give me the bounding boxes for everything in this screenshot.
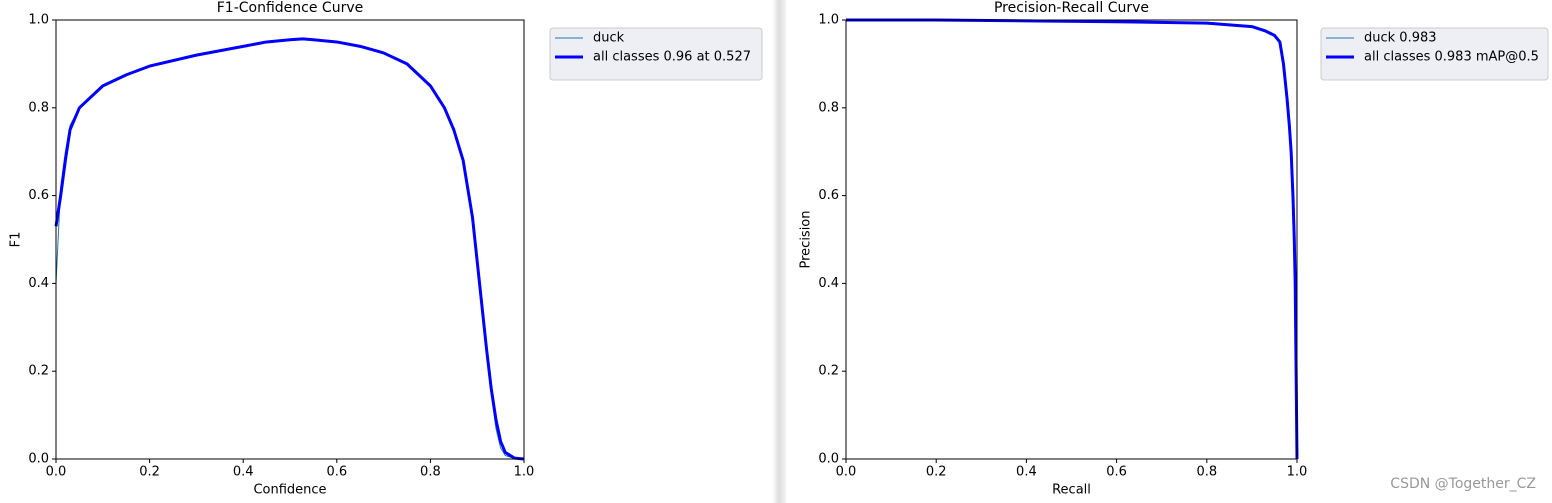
x-tick-label: 0.4 xyxy=(233,465,254,480)
legend-label: all classes 0.983 mAP@0.5 xyxy=(1364,50,1539,65)
x-tick-label: 0.8 xyxy=(420,465,441,480)
x-tick-label: 0.0 xyxy=(836,465,857,480)
y-tick-label: 0.6 xyxy=(818,188,839,203)
x-tick-label: 0.4 xyxy=(1016,465,1037,480)
x-tick-label: 0.0 xyxy=(46,465,67,480)
y-tick-label: 0.0 xyxy=(818,452,839,467)
legend-label: duck 0.983 xyxy=(1364,31,1437,46)
legend-box xyxy=(1320,27,1549,81)
y-tick-label: 1.0 xyxy=(818,13,839,28)
plot-frame xyxy=(845,19,1298,460)
y-axis-label: Precision xyxy=(799,210,814,268)
y-tick-label: 0.0 xyxy=(28,452,49,467)
legend: duck all classes 0.96 at 0.527 xyxy=(549,27,763,81)
x-tick-label: 1.0 xyxy=(514,465,535,480)
series-line xyxy=(846,19,1298,460)
y-tick-label: 0.8 xyxy=(818,100,839,115)
x-tick-label: 0.2 xyxy=(926,465,947,480)
chart-title: F1-Confidence Curve xyxy=(217,0,363,16)
y-tick-label: 0.2 xyxy=(28,364,49,379)
legend-label: all classes 0.96 at 0.527 xyxy=(593,50,751,65)
y-axis-label: F1 xyxy=(9,232,24,248)
chart-title: Precision-Recall Curve xyxy=(994,0,1149,16)
x-tick-label: 1.0 xyxy=(1287,465,1308,480)
y-tick-label: 0.4 xyxy=(28,276,49,291)
x-tick-label: 0.8 xyxy=(1196,465,1217,480)
y-tick-label: 1.0 xyxy=(28,13,49,28)
y-tick-label: 0.2 xyxy=(818,364,839,379)
series-line xyxy=(846,18,1299,460)
x-axis-label: Recall xyxy=(1052,483,1091,498)
plot-frame xyxy=(55,19,525,460)
x-tick-label: 0.6 xyxy=(1106,465,1127,480)
y-tick-label: 0.4 xyxy=(818,276,839,291)
x-axis-label: Confidence xyxy=(253,483,326,498)
series-line xyxy=(55,38,525,460)
x-tick-label: 0.6 xyxy=(326,465,347,480)
legend-label: duck xyxy=(593,31,625,46)
divider xyxy=(772,0,786,503)
watermark: CSDN @Together_CZ xyxy=(1390,476,1536,492)
y-tick-label: 0.8 xyxy=(28,100,49,115)
series-line xyxy=(54,37,525,461)
x-tick-label: 0.2 xyxy=(139,465,160,480)
y-tick-label: 0.6 xyxy=(28,188,49,203)
legend-box xyxy=(549,27,763,81)
legend: duck 0.983 all classes 0.983 mAP@0.5 xyxy=(1320,27,1549,81)
